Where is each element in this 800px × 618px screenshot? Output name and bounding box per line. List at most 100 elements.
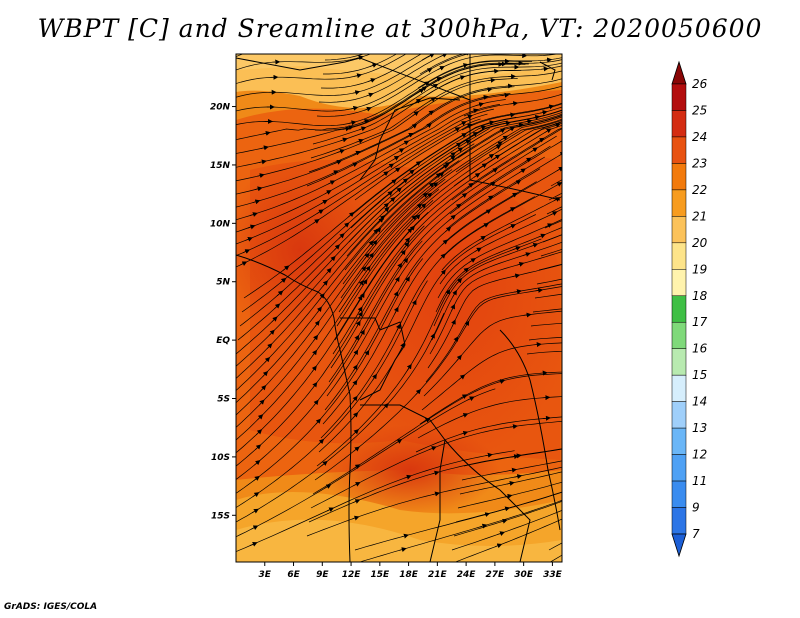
streamline-arrow <box>355 55 364 61</box>
streamline <box>236 54 435 98</box>
streamline-arrow <box>538 233 546 239</box>
streamline-arrow <box>487 77 496 83</box>
streamline-arrow <box>320 199 328 205</box>
streamline-arrow <box>394 276 400 284</box>
streamline-arrow <box>530 243 539 248</box>
streamline-arrow <box>274 303 281 309</box>
streamline-arrow <box>254 460 261 466</box>
streamline-arrow <box>460 430 469 436</box>
streamline <box>427 264 562 369</box>
streamline-arrow <box>542 415 551 421</box>
streamline <box>445 167 562 243</box>
colorbar-box <box>671 374 687 402</box>
lon-tick-label: 21E <box>428 570 448 580</box>
streamline-arrow <box>393 306 399 314</box>
colorbar-label: 23 <box>692 156 707 170</box>
streamline-arrow <box>357 294 363 302</box>
streamline-arrow <box>415 389 422 396</box>
streamline-arrow <box>464 320 470 328</box>
streamline-arrow <box>347 212 355 218</box>
streamline-arrow <box>453 336 459 344</box>
streamline-arrow <box>539 370 548 376</box>
streamline <box>358 499 562 562</box>
streamline-arrow <box>356 138 364 144</box>
streamline-arrow <box>316 209 324 215</box>
streamline-arrow <box>497 379 506 384</box>
lat-tick-label: 20N <box>210 103 231 113</box>
lat-tick-label: 10N <box>210 219 231 229</box>
streamline-arrow <box>250 212 258 217</box>
streamline-arrow <box>434 173 442 179</box>
streamline-arrow <box>401 178 409 184</box>
streamline-arrow <box>326 507 335 513</box>
streamline-arrow <box>348 120 357 126</box>
streamline-arrow <box>264 356 271 363</box>
streamline-arrow <box>553 197 561 202</box>
streamline-arrow <box>504 493 513 499</box>
streamline-arrow <box>406 227 413 234</box>
streamline-arrow <box>563 490 569 492</box>
longitude-axis: 3E 6E 9E 12E 15E 18E 21E 24E 27E 30E 33E <box>259 562 563 580</box>
streamline-arrow <box>452 289 457 297</box>
streamline-arrow <box>364 106 372 112</box>
streamline-arrow <box>352 90 361 96</box>
colorbar-box <box>671 401 687 429</box>
streamline-arrow <box>478 235 487 241</box>
colorbar-label: 16 <box>692 342 708 356</box>
streamline-arrow <box>406 132 414 138</box>
streamline-arrow <box>324 190 332 195</box>
colorbar-box <box>671 163 687 191</box>
streamline-arrow <box>327 180 336 185</box>
streamline-arrow <box>338 233 345 239</box>
streamline-arrow <box>474 247 482 253</box>
streamline-arrow <box>401 533 409 539</box>
streamline-arrow <box>408 169 415 175</box>
streamline-arrow <box>353 482 361 487</box>
streamline-arrow <box>512 273 521 279</box>
streamline-arrow <box>266 343 273 350</box>
streamline-arrow <box>467 396 475 402</box>
streamline <box>419 371 562 425</box>
streamline-arrow <box>479 523 488 529</box>
colorbar-label: 22 <box>692 183 707 197</box>
streamline-arrow <box>481 222 490 228</box>
streamline-arrow <box>410 214 417 221</box>
streamline-arrow <box>437 66 445 71</box>
streamline-arrow <box>268 329 275 336</box>
streamline-arrow <box>276 290 284 296</box>
streamline <box>236 54 372 71</box>
colorbar-label: 26 <box>692 77 708 91</box>
streamline-arrow <box>450 303 455 312</box>
streamline-arrow <box>459 121 467 126</box>
streamline-arrow <box>262 130 271 136</box>
streamline-arrow <box>311 365 317 373</box>
streamline-arrow <box>256 173 265 179</box>
streamline-arrow <box>260 145 269 151</box>
streamline-arrow <box>463 139 471 145</box>
streamline-arrow <box>372 228 379 235</box>
streamline-arrow <box>509 467 517 473</box>
lat-tick-label: EQ <box>216 336 230 346</box>
streamline-arrow <box>271 316 278 323</box>
lat-tick-label: 15N <box>210 161 231 171</box>
streamline-arrow <box>555 182 562 187</box>
streamline-arrow <box>547 51 553 52</box>
lon-tick-label: 24E <box>457 570 477 580</box>
streamline-arrow <box>239 261 248 266</box>
streamline-arrow <box>429 97 436 102</box>
streamline-arrow <box>497 531 505 536</box>
streamlines <box>236 47 569 562</box>
streamline <box>548 542 562 551</box>
streamline <box>421 342 562 411</box>
streamline <box>457 481 562 509</box>
streamline-arrow <box>478 125 487 131</box>
streamline-arrow <box>480 94 489 100</box>
streamline-arrow <box>524 157 532 163</box>
streamline-arrow <box>556 166 562 172</box>
streamline-arrow <box>274 47 280 48</box>
lat-tick-label: 15S <box>211 511 230 521</box>
lon-tick-label: 15E <box>370 570 390 580</box>
streamline-arrow <box>250 542 258 547</box>
streamline-arrow <box>402 140 410 146</box>
